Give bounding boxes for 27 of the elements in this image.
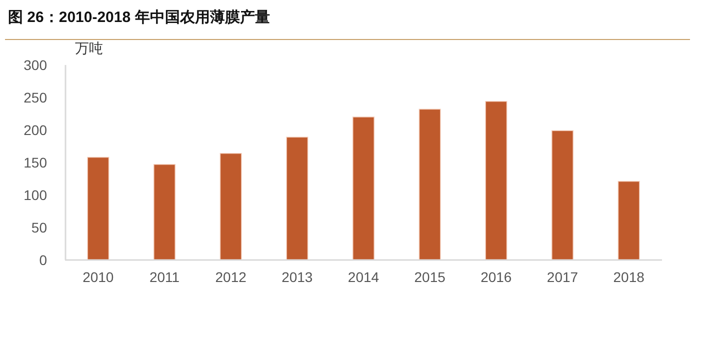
bar: [286, 136, 308, 260]
x-tick-label: 2010: [82, 269, 114, 285]
bar: [551, 130, 574, 260]
x-tick-label: 2011: [149, 269, 180, 285]
bar: [87, 156, 110, 260]
x-tick-label: 2017: [546, 269, 578, 285]
bar: [153, 164, 176, 260]
y-tick-label: 100: [24, 187, 48, 203]
chart-title: 图 26：2010-2018 年中国农用薄膜产量: [8, 9, 270, 26]
y-axis-title: 万吨: [75, 40, 103, 56]
bar: [418, 108, 441, 260]
y-tick-label: 300: [24, 57, 48, 73]
bar: [352, 116, 375, 260]
x-tick-label: 2016: [480, 269, 512, 285]
x-tick-label: 2018: [613, 269, 645, 285]
y-tick-label: 0: [39, 252, 48, 268]
y-tick-label: 50: [31, 220, 48, 236]
y-tick-label: 150: [24, 154, 48, 170]
x-tick-label: 2013: [282, 269, 313, 285]
bar: [220, 153, 242, 260]
y-tick-label: 200: [24, 122, 48, 138]
x-tick-label: 2014: [348, 269, 380, 285]
x-tick-label: 2015: [414, 269, 446, 285]
x-tick-label: 2012: [215, 269, 247, 285]
y-tick-label: 250: [24, 90, 48, 106]
bar: [485, 101, 508, 260]
bar: [618, 180, 640, 260]
